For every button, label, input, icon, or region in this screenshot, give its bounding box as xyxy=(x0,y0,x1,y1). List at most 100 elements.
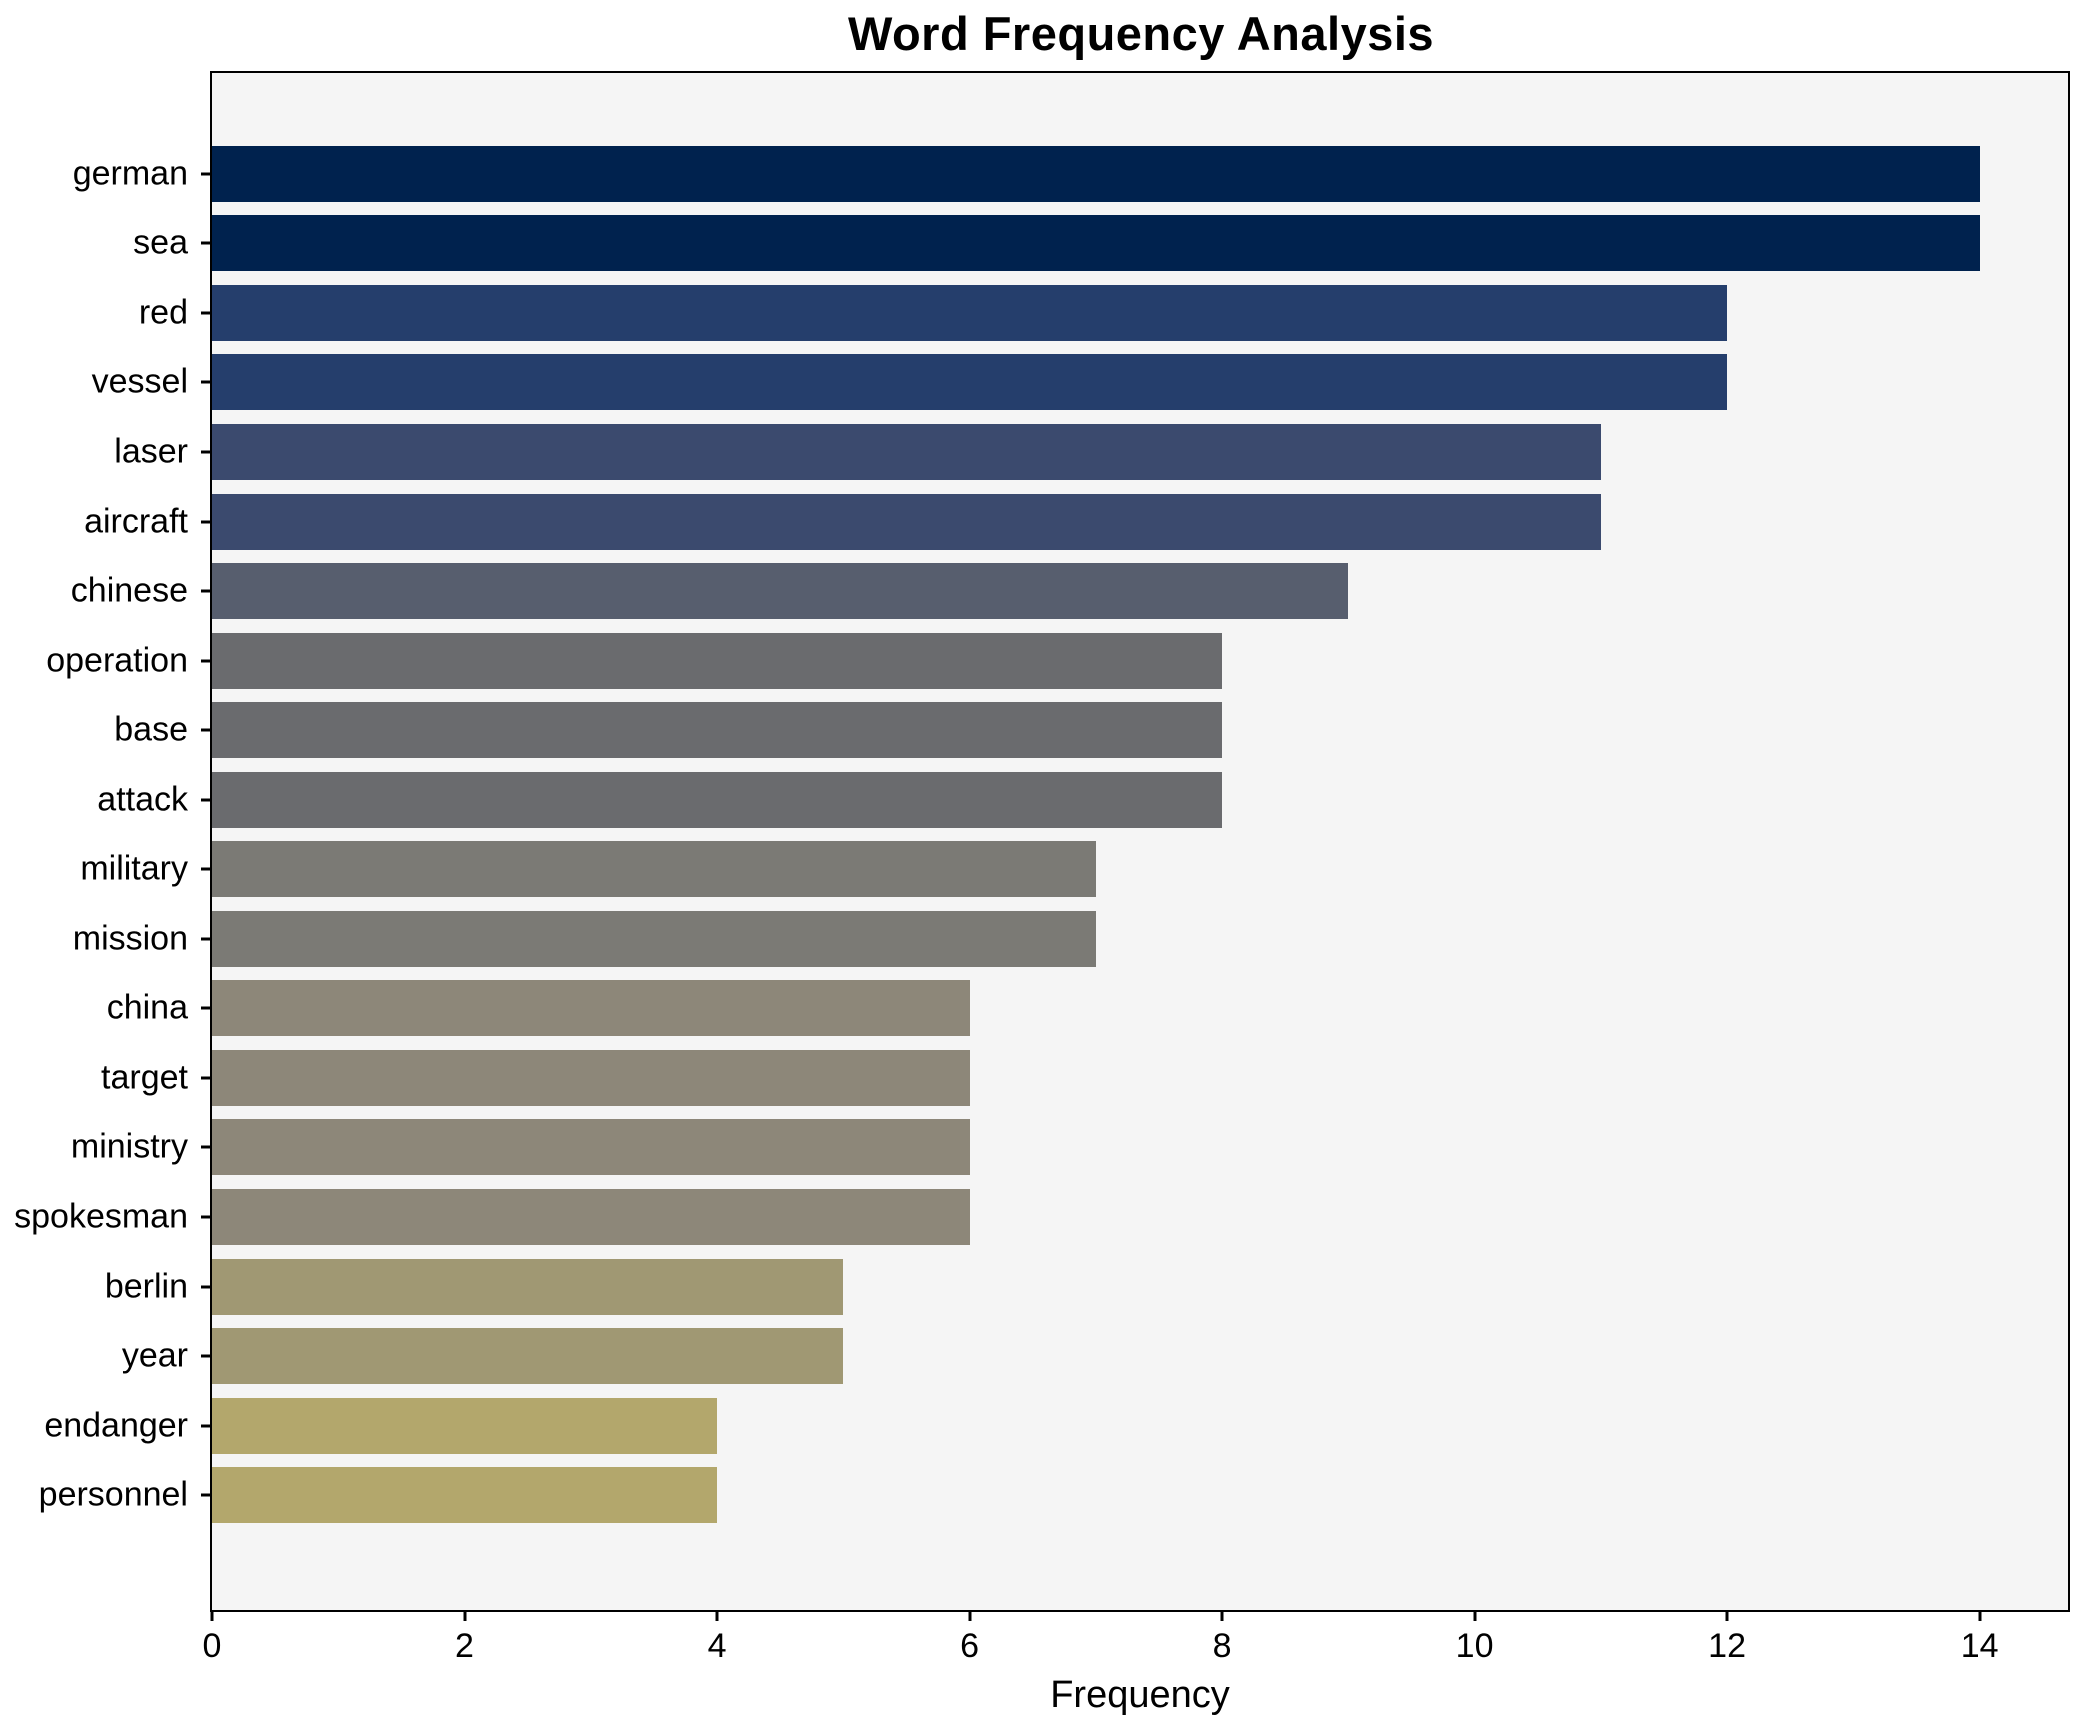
bar-attack xyxy=(212,771,1223,828)
bar-row: german xyxy=(73,139,2068,209)
x-tick-label: 0 xyxy=(202,1627,222,1665)
y-tick-mark xyxy=(201,798,210,802)
bar-endanger xyxy=(212,1397,718,1454)
y-tick-label-sea: sea xyxy=(133,223,188,262)
bar-row: mission xyxy=(73,904,2068,974)
y-tick-mark xyxy=(201,1215,210,1219)
y-tick-mark xyxy=(201,520,210,523)
x-tick-label: 2 xyxy=(455,1627,474,1665)
y-tick-label-german: german xyxy=(72,154,188,193)
y-tick-label-spokesman: spokesman xyxy=(14,1197,188,1236)
bar-row: berlin xyxy=(105,1252,2068,1322)
x-tick-mark xyxy=(463,1612,467,1621)
y-tick-label-chinese: chinese xyxy=(70,571,188,610)
y-tick-mark xyxy=(201,1493,210,1497)
bar-row: target xyxy=(101,1043,2068,1113)
y-tick-mark xyxy=(201,1424,210,1428)
bar-row: red xyxy=(139,278,2068,348)
bar-row: operation xyxy=(46,626,2068,696)
bar-year xyxy=(212,1328,844,1385)
y-tick-mark xyxy=(201,1076,210,1080)
y-tick-label-personnel: personnel xyxy=(38,1475,188,1514)
bar-row: attack xyxy=(97,765,2068,835)
bar-chinese xyxy=(212,563,1349,620)
x-tick-label: 10 xyxy=(1455,1627,1494,1665)
x-axis-label: Frequency xyxy=(1050,1674,1230,1716)
bar-sea xyxy=(212,215,1980,272)
bar-row: chinese xyxy=(71,556,2068,626)
y-tick-mark xyxy=(201,1285,210,1289)
bar-personnel xyxy=(212,1467,718,1524)
y-tick-mark xyxy=(201,1006,210,1010)
bar-base xyxy=(212,702,1223,759)
y-tick-mark xyxy=(201,589,210,593)
x-tick-mark xyxy=(1725,1612,1729,1621)
bar-row: endanger xyxy=(44,1391,2068,1461)
y-tick-label-vessel: vessel xyxy=(91,362,188,401)
bar-ministry xyxy=(212,1119,970,1176)
bar-red xyxy=(212,284,1728,341)
y-tick-label-military: military xyxy=(80,849,188,888)
bar-row: aircraft xyxy=(84,487,2068,557)
y-tick-label-ministry: ministry xyxy=(70,1127,188,1166)
y-tick-label-year: year xyxy=(121,1336,188,1375)
x-tick-label: 14 xyxy=(1960,1627,1999,1665)
bar-row: military xyxy=(80,834,2068,904)
bar-berlin xyxy=(212,1258,844,1315)
bar-aircraft xyxy=(212,493,1601,550)
y-tick-label-mission: mission xyxy=(72,919,188,958)
bar-row: vessel xyxy=(92,348,2068,418)
bar-target xyxy=(212,1049,970,1106)
y-tick-label-endanger: endanger xyxy=(44,1406,188,1445)
bar-row: spokesman xyxy=(14,1182,2068,1252)
bar-row: laser xyxy=(114,417,2068,487)
y-tick-label-red: red xyxy=(138,293,188,332)
y-tick-label-aircraft: aircraft xyxy=(84,502,188,540)
y-tick-mark xyxy=(201,1145,210,1149)
x-tick-label: 6 xyxy=(960,1627,980,1665)
x-tick-mark xyxy=(968,1612,972,1621)
y-tick-mark xyxy=(201,380,210,384)
y-tick-label-berlin: berlin xyxy=(104,1267,188,1306)
x-tick-mark xyxy=(715,1612,719,1621)
x-tick-label: 4 xyxy=(707,1627,727,1665)
bar-row: year xyxy=(122,1321,2068,1391)
x-tick-mark xyxy=(1978,1612,1982,1621)
bar-laser xyxy=(212,423,1601,480)
bar-row: china xyxy=(107,974,2068,1044)
x-tick-mark xyxy=(210,1612,214,1621)
chart-title: Word Frequency Analysis xyxy=(847,7,1435,60)
bar-vessel xyxy=(212,354,1728,411)
y-tick-label-operation: operation xyxy=(46,641,188,680)
y-tick-mark xyxy=(201,311,210,315)
bar-row: ministry xyxy=(71,1113,2068,1183)
y-tick-label-laser: laser xyxy=(114,432,188,471)
x-tick-mark xyxy=(1473,1612,1477,1621)
plot-area: german sea red vessel laser aircraft chinese op… xyxy=(14,71,2070,1665)
y-tick-mark xyxy=(201,1354,210,1358)
bar-row: sea xyxy=(133,209,2068,279)
bar-china xyxy=(212,980,970,1037)
bar-german xyxy=(212,145,1980,202)
y-tick-label-china: china xyxy=(106,988,188,1027)
x-tick-label: 8 xyxy=(1212,1627,1232,1665)
y-tick-mark xyxy=(201,867,210,871)
y-tick-label-attack: attack xyxy=(97,780,188,819)
bar-row: personnel xyxy=(39,1460,2068,1530)
x-tick-label: 12 xyxy=(1708,1627,1747,1665)
bar-operation xyxy=(212,632,1223,689)
y-tick-mark xyxy=(201,728,210,732)
bar-spokesman xyxy=(212,1188,970,1245)
y-tick-label-base: base xyxy=(114,710,188,749)
y-tick-mark xyxy=(201,241,210,245)
bar-rows-container: german sea red vessel laser aircraft chinese op… xyxy=(14,73,2068,1610)
y-tick-mark xyxy=(201,937,210,941)
bar-row: base xyxy=(114,695,2068,765)
y-tick-mark xyxy=(201,659,210,663)
y-tick-mark xyxy=(201,172,210,176)
y-tick-mark xyxy=(201,450,210,454)
x-tick-mark xyxy=(1220,1612,1224,1621)
bar-military xyxy=(212,841,1096,898)
x-axis-ticks-container: 0 2 4 6 8 10 12 14 xyxy=(203,73,2068,1665)
y-tick-label-target: target xyxy=(101,1058,188,1097)
